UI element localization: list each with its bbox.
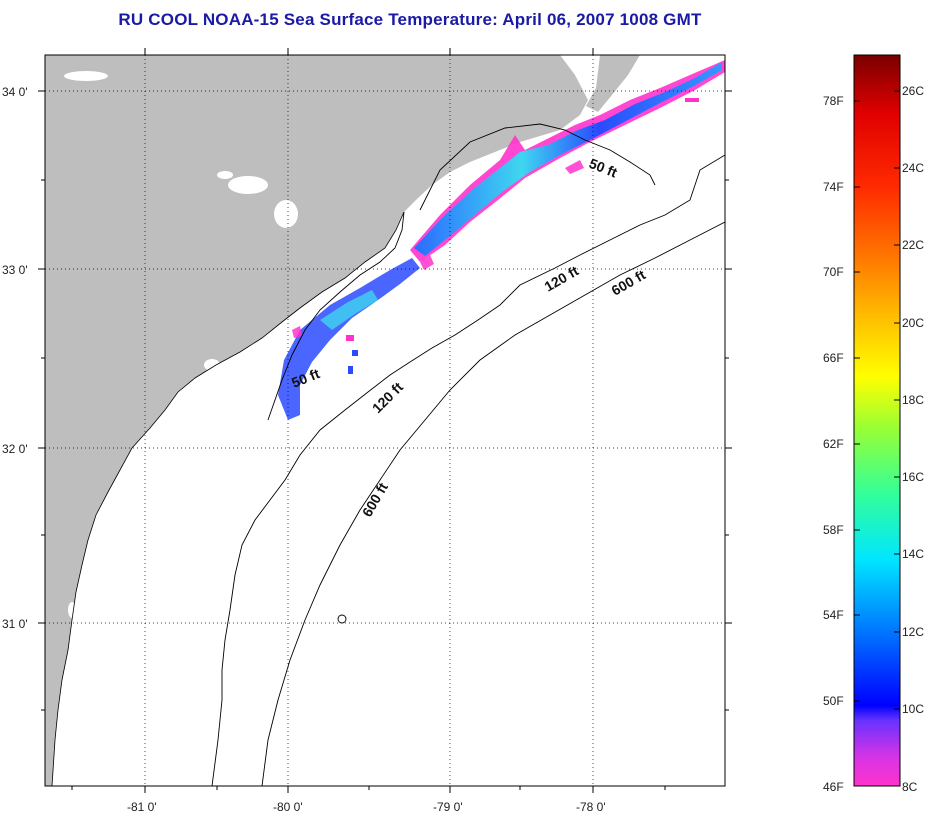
lat-tick-label: 33 0' [2,263,28,277]
contour-600ft [261,221,725,786]
lon-tick-label: -81 0' [127,800,157,814]
frame-ticks [38,48,732,793]
lat-tick-label: 31 0' [2,617,28,631]
colorbar-f-label: 50F [823,694,844,708]
colorbar-c-label: 20C [902,316,924,330]
lake [64,71,108,81]
colorbar-f-label: 54F [823,608,844,622]
lake [217,171,233,179]
colorbar-c-label: 16C [902,470,924,484]
colorbar-c-label: 10C [902,702,924,716]
lat-tick-label: 34 0' [2,85,28,99]
colorbar-c-label: 26C [902,84,924,98]
colorbar-f-label: 58F [823,523,844,537]
lon-tick-label: -78 0' [576,800,606,814]
lat-tick-label: 32 0' [2,442,28,456]
lake [228,176,268,194]
colorbar-c-label: 8C [902,780,918,794]
map-title: RU COOL NOAA-15 Sea Surface Temperature:… [118,10,702,29]
colorbar [853,54,901,787]
colorbar-ticks [854,90,900,710]
lake [55,730,65,750]
colorbar-f-label: 74F [823,180,844,194]
coastline [51,211,405,786]
map-frame [44,54,726,787]
colorbar-f-label: 66F [823,351,844,365]
colorbar-c-label: 24C [902,161,924,175]
colorbar-c-label: 22C [902,238,924,252]
contour-120ft [211,154,725,786]
lake [204,359,220,371]
lon-tick-label: -80 0' [273,800,303,814]
colorbar-f-label: 70F [823,265,844,279]
colorbar-c-label: 14C [902,547,924,561]
land-area [45,55,588,786]
colorbar-c-label: 18C [902,393,924,407]
lake [63,676,73,704]
colorbar-c-label: 12C [902,625,924,639]
lake [274,200,298,228]
sst-data-swath [278,60,725,420]
land-strip [586,55,640,112]
lon-tick-label: -79 0' [433,800,463,814]
lake [68,602,76,618]
colorbar-f-label: 46F [823,780,844,794]
contour-50ft [267,123,656,421]
colorbar-f-label: 78F [823,94,844,108]
colorbar-f-label: 62F [823,437,844,451]
map-grid [45,55,725,786]
